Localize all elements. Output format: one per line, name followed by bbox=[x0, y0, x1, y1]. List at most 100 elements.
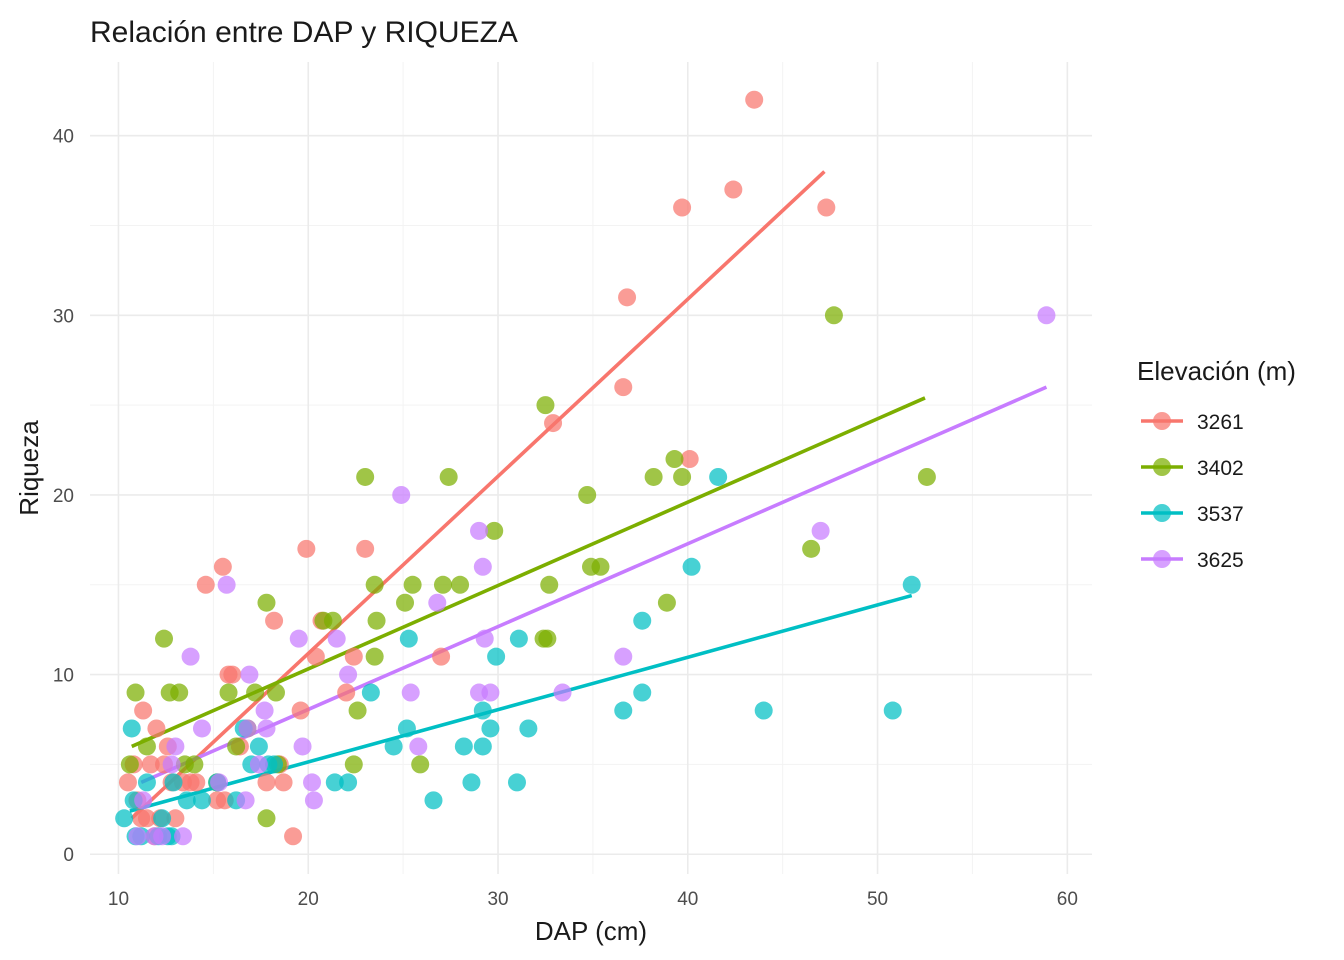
data-point-3261 bbox=[337, 683, 356, 702]
legend-label-3402: 3402 bbox=[1197, 457, 1244, 480]
data-point-3261 bbox=[724, 180, 743, 199]
data-point-3402 bbox=[403, 575, 422, 594]
x-axis-ticks: 10 20 30 40 50 60 bbox=[108, 889, 1078, 910]
data-point-3537 bbox=[339, 773, 358, 792]
data-point-3537 bbox=[883, 701, 902, 720]
data-point-3537 bbox=[633, 683, 652, 702]
data-point-3402 bbox=[266, 683, 285, 702]
legend-label-3625: 3625 bbox=[1197, 549, 1244, 572]
data-point-3261 bbox=[614, 378, 633, 397]
data-point-3625 bbox=[614, 647, 633, 666]
data-point-3261 bbox=[274, 773, 293, 792]
data-point-3402 bbox=[411, 755, 430, 774]
data-point-3261 bbox=[291, 701, 310, 720]
data-point-3402 bbox=[657, 593, 676, 612]
data-point-3625 bbox=[238, 719, 257, 738]
data-point-3402 bbox=[396, 593, 415, 612]
data-point-3261 bbox=[745, 90, 764, 109]
trend-lines bbox=[129, 170, 1048, 820]
data-point-3261 bbox=[284, 827, 303, 846]
data-point-3402 bbox=[665, 450, 684, 469]
data-point-3261 bbox=[137, 809, 156, 828]
data-point-3261 bbox=[196, 575, 215, 594]
data-point-3402 bbox=[451, 575, 470, 594]
data-point-3537 bbox=[361, 683, 380, 702]
y-tick-label: 20 bbox=[53, 486, 74, 507]
data-point-3261 bbox=[817, 198, 836, 217]
data-point-3537 bbox=[614, 701, 633, 720]
data-point-3537 bbox=[153, 809, 172, 828]
data-point-3537 bbox=[519, 719, 538, 738]
data-point-3402 bbox=[227, 737, 246, 756]
data-point-3537 bbox=[454, 737, 473, 756]
data-point-3625 bbox=[217, 575, 236, 594]
data-point-3261 bbox=[187, 773, 206, 792]
data-point-3537 bbox=[397, 719, 416, 738]
data-point-3537 bbox=[633, 611, 652, 630]
y-axis-ticks: 0 10 20 30 40 bbox=[53, 127, 74, 867]
data-point-3625 bbox=[166, 737, 185, 756]
trend-line-3402 bbox=[131, 396, 926, 749]
data-point-3402 bbox=[439, 467, 458, 486]
data-point-3261 bbox=[257, 773, 276, 792]
data-point-3261 bbox=[356, 539, 375, 558]
data-point-3402 bbox=[538, 629, 557, 648]
data-point-3625 bbox=[473, 557, 492, 576]
data-point-3261 bbox=[223, 665, 242, 684]
legend-label-3261: 3261 bbox=[1197, 411, 1244, 434]
legend-key-point-3402 bbox=[1153, 458, 1171, 476]
data-point-3625 bbox=[289, 629, 308, 648]
data-point-3625 bbox=[240, 665, 259, 684]
data-point-3537 bbox=[137, 773, 156, 792]
data-point-3537 bbox=[473, 701, 492, 720]
data-point-3402 bbox=[155, 629, 174, 648]
data-point-3537 bbox=[424, 791, 443, 810]
data-point-3537 bbox=[507, 773, 526, 792]
data-point-3402 bbox=[673, 467, 692, 486]
y-tick-label: 0 bbox=[63, 845, 74, 866]
data-point-3625 bbox=[401, 683, 420, 702]
data-point-3537 bbox=[177, 791, 196, 810]
trend-line-3261 bbox=[130, 170, 826, 820]
data-point-3261 bbox=[680, 450, 699, 469]
x-tick-label: 60 bbox=[1057, 889, 1078, 910]
legend-key-point-3625 bbox=[1153, 550, 1171, 568]
data-point-3537 bbox=[481, 719, 500, 738]
data-point-3625 bbox=[257, 719, 276, 738]
data-point-3261 bbox=[213, 557, 232, 576]
data-point-3261 bbox=[673, 198, 692, 217]
data-point-3537 bbox=[682, 557, 701, 576]
data-point-3537 bbox=[399, 629, 418, 648]
data-point-3402 bbox=[365, 575, 384, 594]
y-tick-label: 10 bbox=[53, 666, 74, 687]
data-point-3625 bbox=[255, 701, 274, 720]
y-axis-title: Riqueza bbox=[14, 420, 44, 516]
data-point-3261 bbox=[618, 288, 637, 307]
data-point-3625 bbox=[293, 737, 312, 756]
legend-title: Elevación (m) bbox=[1137, 356, 1296, 386]
data-point-3261 bbox=[118, 773, 137, 792]
data-point-3402 bbox=[824, 306, 843, 325]
trend-line-3537 bbox=[129, 593, 913, 813]
data-point-3537 bbox=[754, 701, 773, 720]
data-point-3402 bbox=[540, 575, 559, 594]
data-point-3625 bbox=[181, 647, 200, 666]
legend-label-3537: 3537 bbox=[1197, 503, 1244, 526]
data-point-3402 bbox=[344, 755, 363, 774]
trend-line-3625 bbox=[140, 385, 1048, 785]
x-tick-label: 50 bbox=[867, 889, 888, 910]
data-point-3402 bbox=[536, 396, 555, 415]
data-point-3625 bbox=[481, 683, 500, 702]
data-point-3537 bbox=[902, 575, 921, 594]
data-point-3625 bbox=[392, 485, 411, 504]
data-point-3402 bbox=[137, 737, 156, 756]
data-point-3402 bbox=[591, 557, 610, 576]
data-point-3537 bbox=[462, 773, 481, 792]
data-point-3625 bbox=[470, 521, 489, 540]
data-point-3402 bbox=[348, 701, 367, 720]
data-point-3537 bbox=[487, 647, 506, 666]
data-point-3625 bbox=[475, 629, 494, 648]
data-point-3537 bbox=[509, 629, 528, 648]
y-tick-label: 40 bbox=[53, 127, 74, 148]
